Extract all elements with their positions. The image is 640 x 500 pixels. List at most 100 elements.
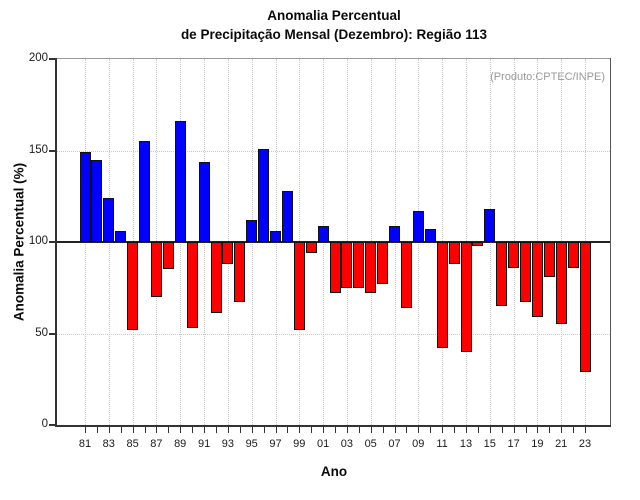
x-tick — [311, 427, 313, 433]
x-tick — [120, 427, 122, 433]
bar-year-90 — [186, 242, 198, 328]
y-tick-label: 0 — [41, 418, 48, 430]
bar-year-13 — [460, 242, 472, 352]
x-tick — [370, 427, 372, 433]
x-tick — [108, 427, 110, 433]
x-tick — [477, 427, 479, 433]
bar-year-07 — [389, 225, 400, 242]
x-tick — [466, 427, 467, 433]
x-tick — [549, 427, 551, 433]
bar-year-03 — [341, 242, 353, 288]
bar-year-10 — [424, 229, 436, 242]
plot-area: (Produto:CPTEC/INPE) — [57, 59, 610, 425]
bar-year-18 — [520, 242, 531, 303]
bar-year-88 — [162, 242, 174, 270]
bar-year-86 — [139, 141, 150, 242]
x-tick-label: 95 — [245, 438, 258, 450]
x-tick — [132, 427, 134, 433]
x-tick — [192, 427, 194, 433]
x-tick-label: 05 — [364, 438, 377, 450]
bar-year-14 — [472, 242, 484, 246]
x-tick-label: 03 — [340, 438, 354, 450]
x-tick — [204, 427, 206, 433]
bar-year-94 — [234, 242, 246, 303]
bar-year-08 — [400, 242, 412, 308]
y-tick — [49, 241, 56, 243]
x-tick-label: 19 — [531, 438, 544, 450]
bar-year-01 — [317, 225, 329, 242]
bar-year-19 — [531, 242, 543, 317]
x-tick-label: 11 — [436, 438, 448, 450]
bar-year-87 — [150, 242, 162, 297]
bar-year-96 — [258, 148, 270, 242]
x-tick-label: 93 — [221, 438, 235, 450]
x-tick-label: 99 — [293, 438, 306, 450]
x-tick — [382, 427, 384, 433]
bar-year-99 — [293, 242, 305, 330]
x-tick-label: 97 — [269, 438, 282, 450]
x-tick — [501, 427, 503, 433]
bar-year-20 — [543, 242, 555, 277]
bar-year-85 — [127, 242, 139, 330]
bar-year-02 — [329, 242, 341, 294]
x-tick — [227, 427, 229, 433]
y-tick-label: 200 — [28, 52, 48, 64]
x-tick — [430, 427, 432, 433]
y-tick — [49, 58, 56, 60]
bar-year-95 — [246, 220, 258, 242]
x-tick — [585, 427, 586, 433]
bar-year-17 — [508, 242, 520, 268]
x-tick — [156, 427, 158, 433]
bar-year-15 — [484, 209, 496, 242]
x-tick-label: 81 — [78, 438, 92, 450]
bar-year-84 — [115, 231, 127, 242]
plot-border-top — [57, 58, 611, 59]
x-tick — [418, 427, 420, 433]
x-tick-label: 83 — [102, 438, 115, 450]
x-tick-label: 07 — [388, 438, 401, 450]
bar-year-82 — [91, 159, 103, 242]
x-axis-title: Ano — [320, 464, 348, 479]
x-axis-line — [55, 425, 611, 427]
x-tick — [561, 427, 563, 433]
chart-title-line2: de Precipitação Mensal (Dezembro): Regiã… — [180, 27, 488, 42]
y-tick — [49, 332, 56, 335]
x-tick-label: 91 — [197, 438, 211, 450]
y-axis-line — [55, 58, 57, 427]
y-tick-label: 150 — [28, 143, 48, 156]
chart-title: Anomalia Percentual de Precipitação Mens… — [57, 6, 611, 44]
x-tick-label: 89 — [174, 438, 187, 450]
x-tick-label: 17 — [507, 438, 520, 450]
x-tick — [323, 427, 325, 433]
x-tick-label: 87 — [150, 438, 163, 450]
plot-border-right — [610, 58, 611, 427]
x-tick — [442, 427, 444, 433]
x-tick-label: 23 — [578, 438, 592, 450]
bar-year-09 — [412, 210, 424, 242]
x-tick — [573, 427, 575, 433]
bar-year-12 — [448, 242, 460, 264]
x-tick — [513, 427, 515, 433]
bar-year-89 — [174, 121, 186, 242]
x-tick — [299, 427, 301, 433]
x-tick-label: 85 — [126, 438, 139, 450]
x-tick — [239, 427, 241, 433]
bar-year-00 — [305, 242, 317, 253]
x-tick — [394, 427, 396, 433]
horizontal-gridline — [57, 150, 610, 152]
bar-year-91 — [198, 161, 210, 242]
x-tick — [335, 427, 336, 433]
bar-year-98 — [281, 190, 293, 242]
bar-year-83 — [103, 198, 115, 242]
chart-title-line1: Anomalia Percentual — [267, 8, 401, 23]
x-tick — [275, 427, 277, 433]
x-tick — [168, 427, 170, 433]
bar-year-06 — [377, 242, 389, 285]
x-tick — [144, 427, 146, 433]
x-tick — [346, 427, 348, 433]
x-tick — [251, 427, 253, 433]
x-tick-label: 09 — [412, 438, 425, 450]
x-tick — [406, 427, 408, 433]
producer-annotation: (Produto:CPTEC/INPE) — [490, 71, 605, 83]
